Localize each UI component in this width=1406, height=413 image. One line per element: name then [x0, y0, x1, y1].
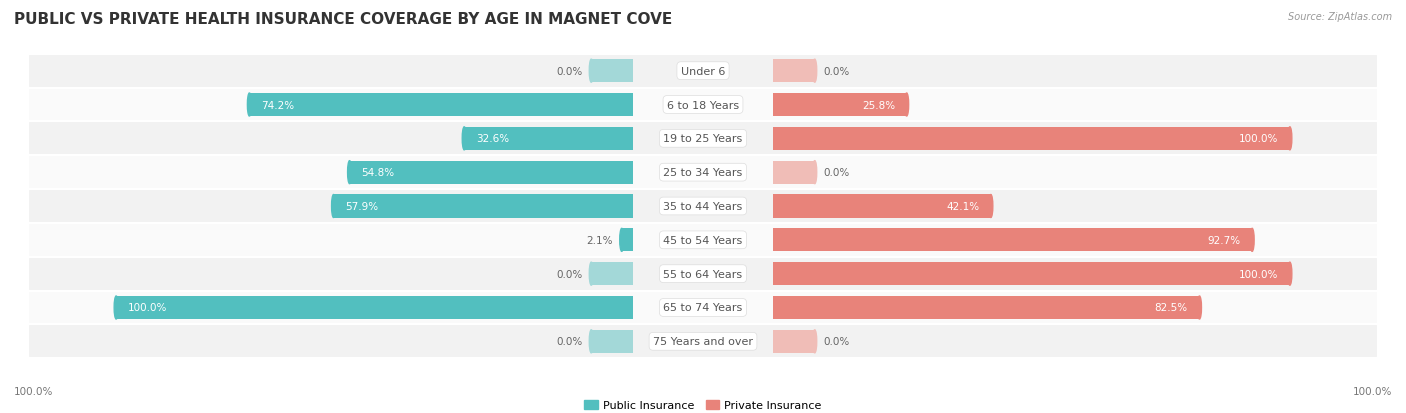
- Bar: [592, 60, 633, 83]
- Text: 45 to 54 Years: 45 to 54 Years: [664, 235, 742, 245]
- Bar: [333, 195, 633, 218]
- Bar: [773, 60, 814, 83]
- Circle shape: [463, 128, 467, 150]
- Text: 2.1%: 2.1%: [586, 235, 613, 245]
- Text: 100.0%: 100.0%: [14, 387, 53, 396]
- Text: 92.7%: 92.7%: [1208, 235, 1240, 245]
- Bar: [28, 88, 1378, 122]
- Circle shape: [114, 296, 118, 319]
- Text: PUBLIC VS PRIVATE HEALTH INSURANCE COVERAGE BY AGE IN MAGNET COVE: PUBLIC VS PRIVATE HEALTH INSURANCE COVER…: [14, 12, 672, 27]
- Text: 82.5%: 82.5%: [1154, 303, 1188, 313]
- Bar: [28, 156, 1378, 190]
- Text: 42.1%: 42.1%: [946, 202, 979, 211]
- Bar: [773, 161, 814, 184]
- Circle shape: [332, 195, 336, 218]
- Text: 6 to 18 Years: 6 to 18 Years: [666, 100, 740, 110]
- Text: 100.0%: 100.0%: [1353, 387, 1392, 396]
- Legend: Public Insurance, Private Insurance: Public Insurance, Private Insurance: [579, 395, 827, 413]
- Bar: [773, 330, 814, 353]
- Bar: [28, 257, 1378, 291]
- Bar: [773, 128, 1289, 150]
- Bar: [28, 223, 1378, 257]
- Bar: [773, 296, 1199, 319]
- Bar: [464, 128, 633, 150]
- Bar: [28, 325, 1378, 358]
- Text: 19 to 25 Years: 19 to 25 Years: [664, 134, 742, 144]
- Circle shape: [988, 195, 993, 218]
- Text: 100.0%: 100.0%: [128, 303, 167, 313]
- Bar: [773, 94, 907, 117]
- Text: 65 to 74 Years: 65 to 74 Years: [664, 303, 742, 313]
- Text: 32.6%: 32.6%: [477, 134, 509, 144]
- Bar: [592, 330, 633, 353]
- Text: 25.8%: 25.8%: [862, 100, 896, 110]
- Circle shape: [589, 330, 593, 353]
- Circle shape: [1250, 229, 1254, 252]
- Text: 100.0%: 100.0%: [1239, 269, 1278, 279]
- Bar: [249, 94, 633, 117]
- Circle shape: [1198, 296, 1202, 319]
- Circle shape: [813, 330, 817, 353]
- Circle shape: [1288, 263, 1292, 285]
- Circle shape: [247, 94, 252, 117]
- Bar: [621, 229, 633, 252]
- Bar: [773, 195, 991, 218]
- Text: Source: ZipAtlas.com: Source: ZipAtlas.com: [1288, 12, 1392, 22]
- Circle shape: [813, 60, 817, 83]
- Bar: [117, 296, 633, 319]
- Circle shape: [589, 263, 593, 285]
- Text: 57.9%: 57.9%: [346, 202, 378, 211]
- Circle shape: [620, 229, 624, 252]
- Text: Under 6: Under 6: [681, 66, 725, 76]
- Text: 75 Years and over: 75 Years and over: [652, 337, 754, 347]
- Bar: [592, 263, 633, 285]
- Text: 0.0%: 0.0%: [824, 168, 849, 178]
- Bar: [773, 229, 1253, 252]
- Text: 74.2%: 74.2%: [262, 100, 294, 110]
- Text: 0.0%: 0.0%: [557, 269, 582, 279]
- Circle shape: [347, 161, 352, 184]
- Circle shape: [1288, 128, 1292, 150]
- Circle shape: [589, 60, 593, 83]
- Circle shape: [813, 161, 817, 184]
- Text: 100.0%: 100.0%: [1239, 134, 1278, 144]
- Text: 25 to 34 Years: 25 to 34 Years: [664, 168, 742, 178]
- Bar: [28, 190, 1378, 223]
- Text: 35 to 44 Years: 35 to 44 Years: [664, 202, 742, 211]
- Bar: [773, 263, 1289, 285]
- Bar: [28, 55, 1378, 88]
- Bar: [28, 291, 1378, 325]
- Text: 0.0%: 0.0%: [824, 337, 849, 347]
- Text: 54.8%: 54.8%: [361, 168, 395, 178]
- Bar: [350, 161, 633, 184]
- Circle shape: [904, 94, 908, 117]
- Text: 55 to 64 Years: 55 to 64 Years: [664, 269, 742, 279]
- Text: 0.0%: 0.0%: [557, 66, 582, 76]
- Text: 0.0%: 0.0%: [824, 66, 849, 76]
- Bar: [28, 122, 1378, 156]
- Text: 0.0%: 0.0%: [557, 337, 582, 347]
